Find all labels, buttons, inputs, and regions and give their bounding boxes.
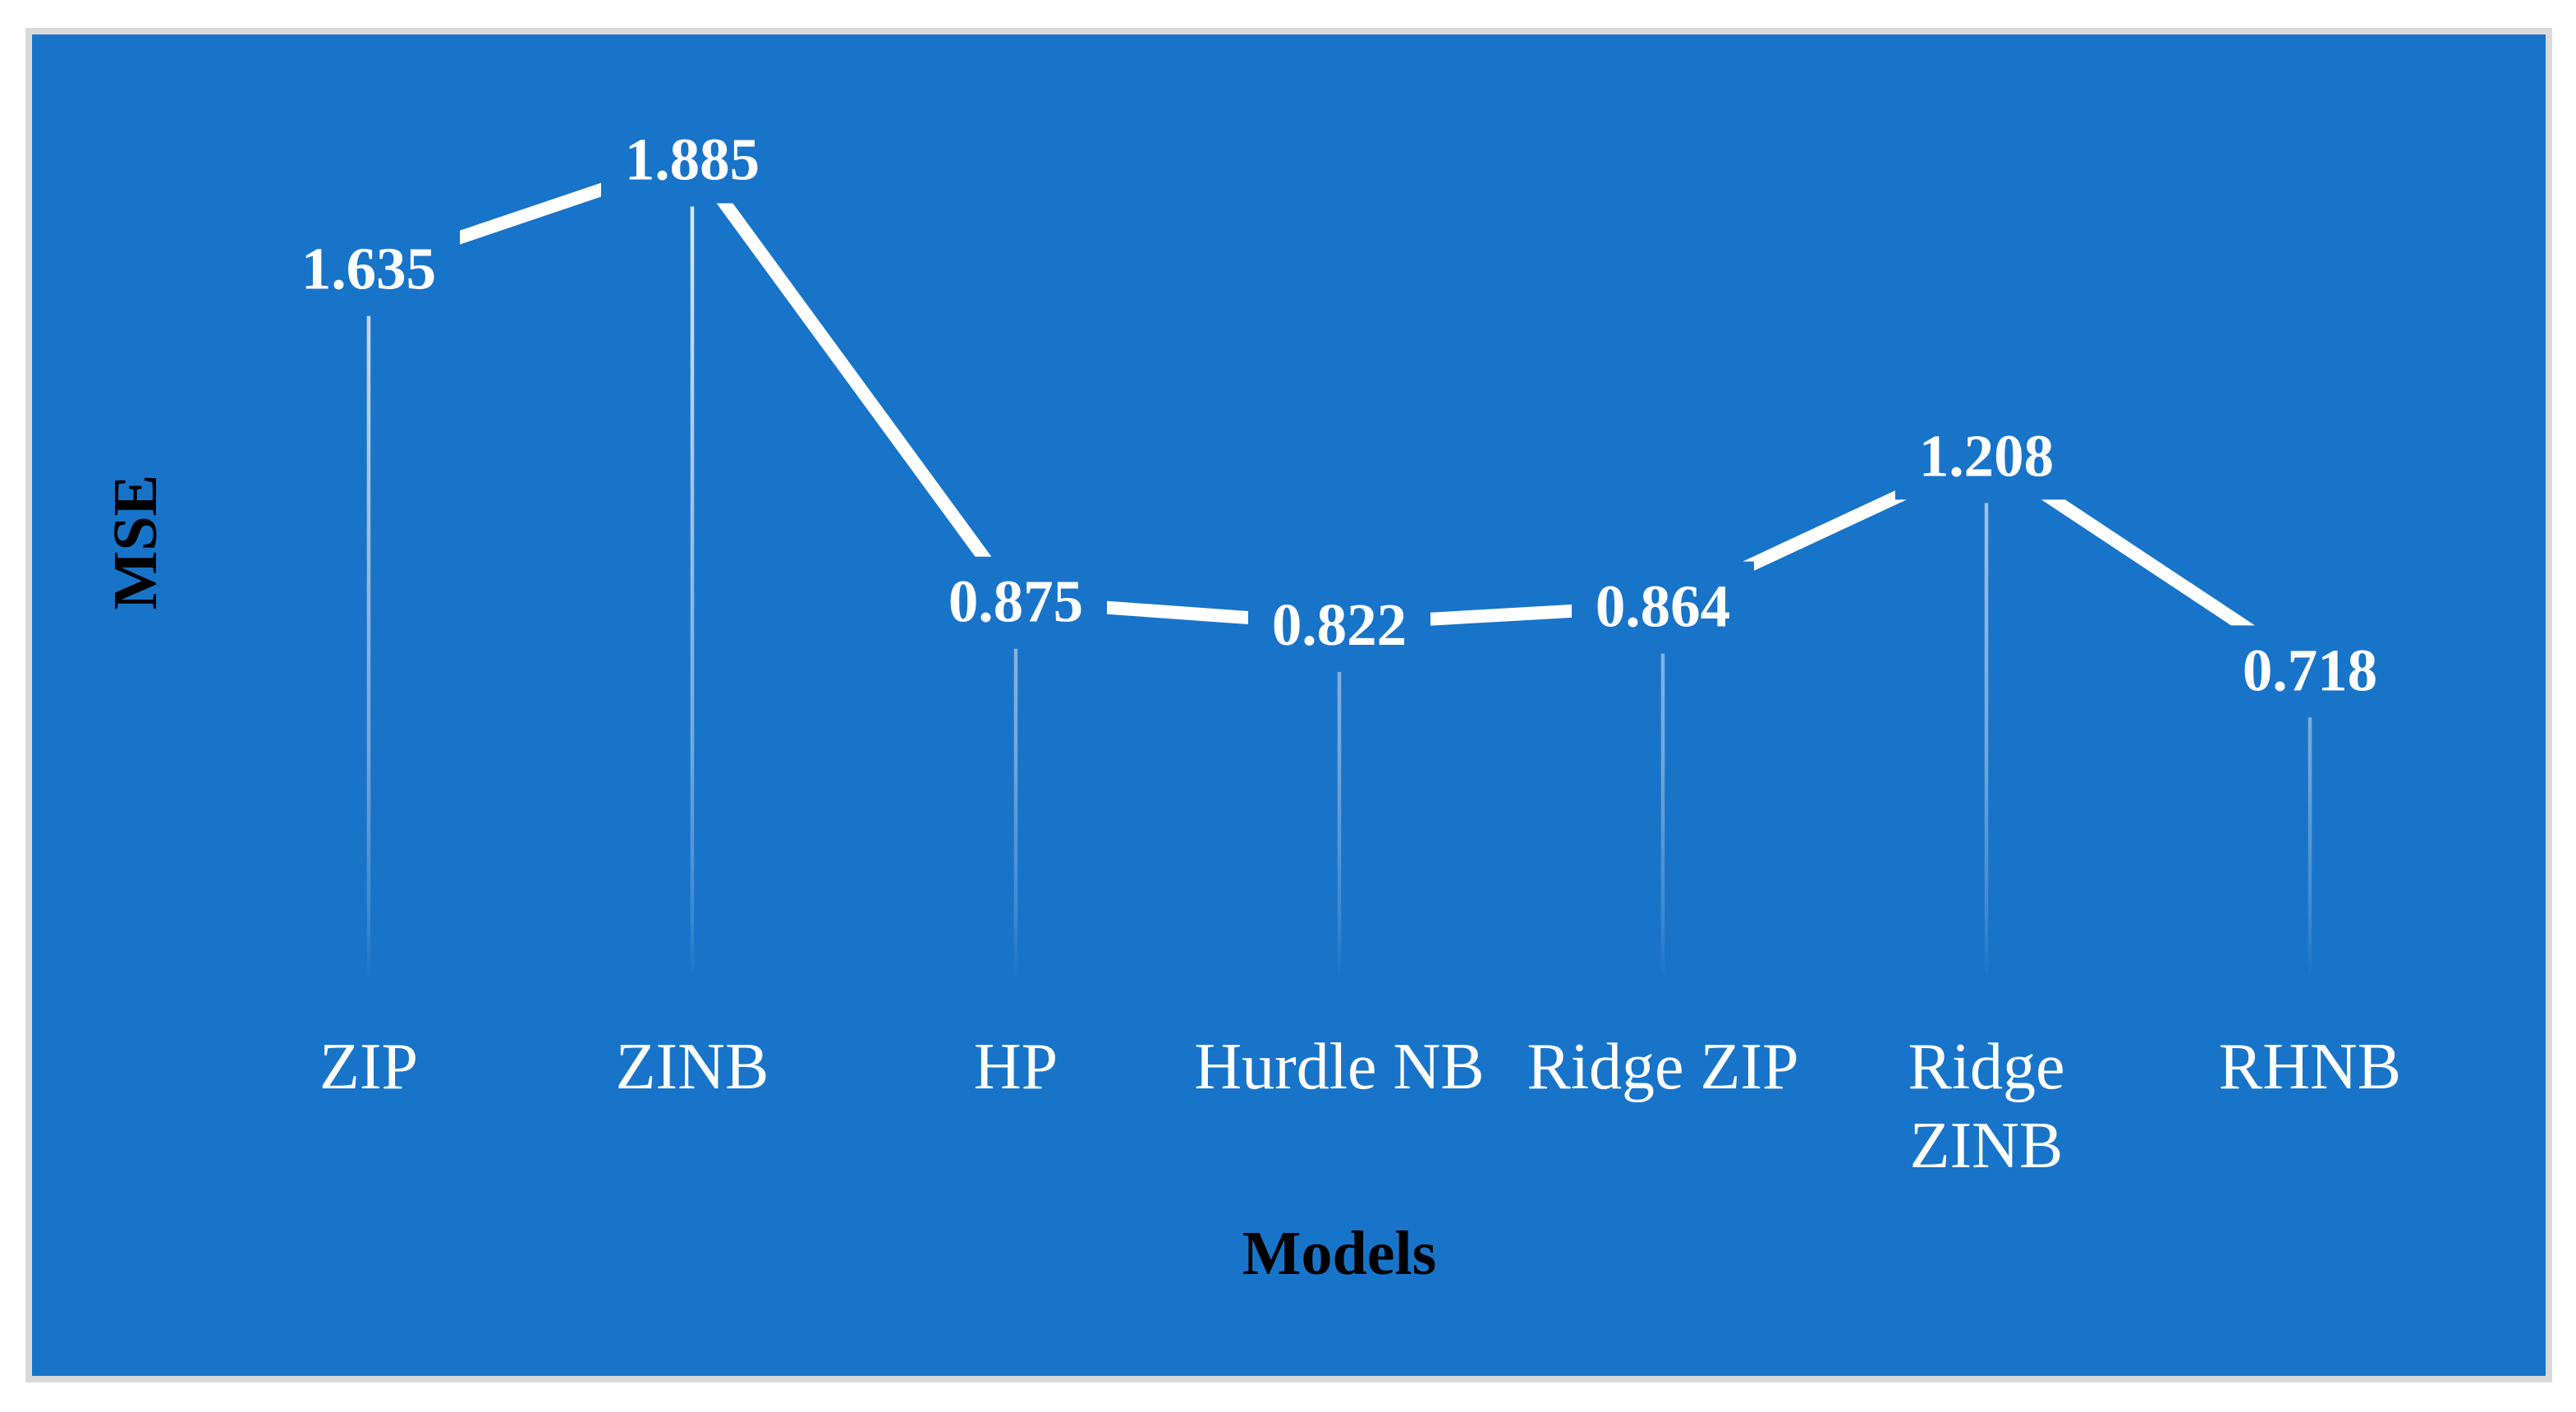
category-axis-labels: ZIP ZINB HP Hurdle NB Ridge ZIP Ridge ZINB RHNB (319, 1031, 2401, 1182)
drop-lines (366, 206, 2312, 979)
category-label-zinb: ZINB (616, 1031, 769, 1103)
category-label-rhnb: RHNB (2219, 1031, 2401, 1103)
data-label-zip: 1.635 (301, 236, 436, 302)
data-label-hp: 0.875 (948, 568, 1083, 635)
category-label-hurdle-nb: Hurdle NB (1194, 1031, 1484, 1103)
series-line (366, 151, 2314, 676)
category-label-ridge-zinb: Ridge ZINB (1908, 1031, 2064, 1182)
category-label-hp: HP (974, 1031, 1058, 1103)
y-axis-title: MSE (101, 475, 170, 610)
category-label-ridge-zip: Ridge ZIP (1527, 1031, 1798, 1103)
data-label-zinb: 1.885 (625, 126, 760, 192)
data-label-ridge-zinb: 1.208 (1919, 422, 2054, 489)
data-label-ridge-zip: 0.864 (1596, 573, 1730, 640)
x-axis-title: Models (1242, 1219, 1436, 1288)
data-labels: 1.635 1.885 0.875 0.822 0.864 1.208 0.718 (301, 126, 2377, 703)
category-label-zip: ZIP (319, 1031, 418, 1103)
data-label-rhnb: 0.718 (2243, 637, 2377, 703)
plot-area (32, 34, 2546, 1376)
data-label-hurdle-nb: 0.822 (1272, 591, 1407, 658)
